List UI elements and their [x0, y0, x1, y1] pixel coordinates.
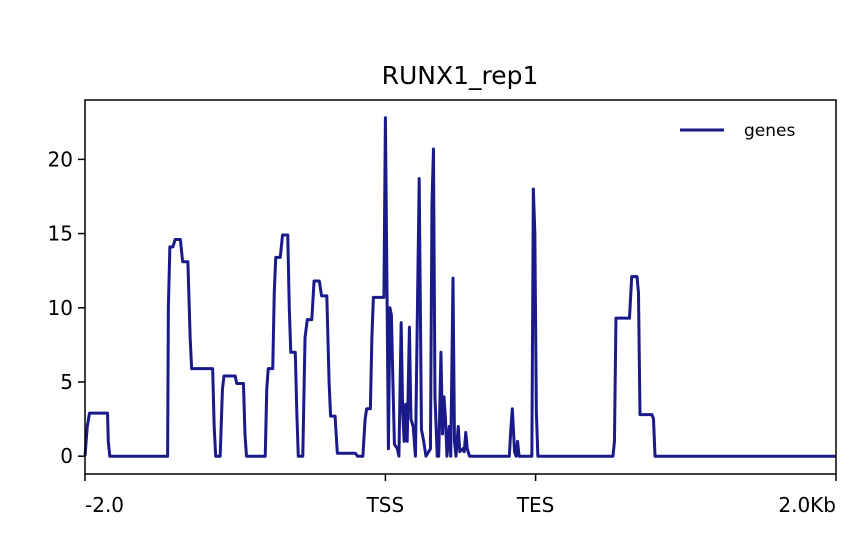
x-tick-label: -2.0	[85, 493, 124, 517]
x-tick-label: TES	[516, 493, 555, 517]
axes: 0 5 10 15 20 -2.0 TSS TES 2.0Kb	[48, 99, 837, 517]
y-tick-label: 10	[48, 296, 73, 320]
y-tick-label: 5	[60, 370, 73, 394]
x-tick-label: TSS	[366, 493, 405, 517]
y-tick-label: 15	[48, 222, 73, 246]
legend-label: genes	[744, 121, 795, 141]
plot-frame	[84, 99, 837, 475]
series-line-genes	[83, 116, 836, 458]
y-tick-label: 0	[60, 444, 73, 468]
y-tick-label: 20	[48, 147, 73, 171]
series-layer	[83, 116, 836, 458]
chart-title: RUNX1_rep1	[382, 61, 539, 90]
x-tick-label: 2.0Kb	[778, 493, 836, 517]
legend: genes	[680, 121, 795, 141]
